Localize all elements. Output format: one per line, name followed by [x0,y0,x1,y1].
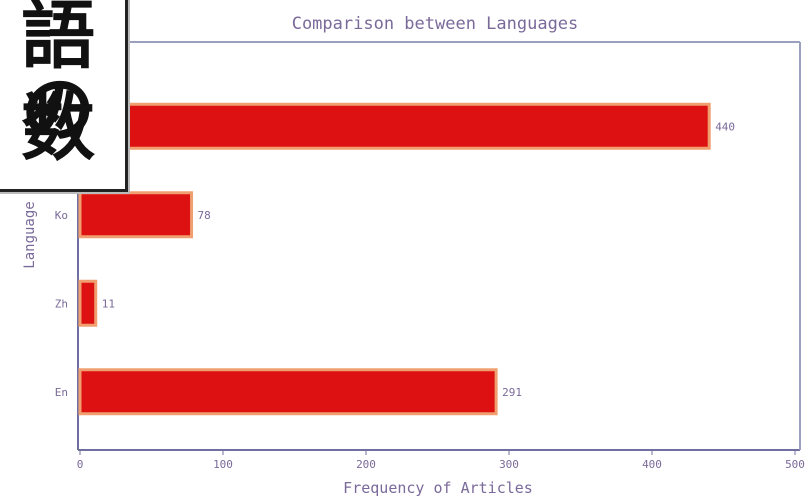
chart-title: Comparison between Languages [292,14,579,34]
x-tick-label: 500 [785,458,805,471]
caption-line-2: 数 [21,85,95,171]
x-tick-label: 0 [77,458,84,471]
bar-en [78,368,498,416]
y-tick-label: Zh [55,297,68,310]
x-axis-label: Frequency of Articles [343,479,533,497]
bar-value-label: 78 [198,209,211,222]
x-tick-label: 200 [356,458,376,471]
x-tick-label: 100 [213,458,233,471]
y-tick-label: En [55,386,68,399]
bar-value-label: 11 [102,297,115,310]
y-tick-label: Ko [55,209,68,222]
x-tick-label: 300 [499,458,519,471]
caption-line-1: 語の [21,0,95,153]
japanese-caption-box: 語の 数 [0,0,128,192]
y-axis-label: Language [22,201,38,268]
bar-value-label: 291 [502,386,522,399]
x-tick-label: 400 [642,458,662,471]
bar-ko [78,191,194,239]
bar-value-label: 440 [715,120,735,133]
bar-zh [78,279,98,327]
bar-row-1 [78,102,711,150]
